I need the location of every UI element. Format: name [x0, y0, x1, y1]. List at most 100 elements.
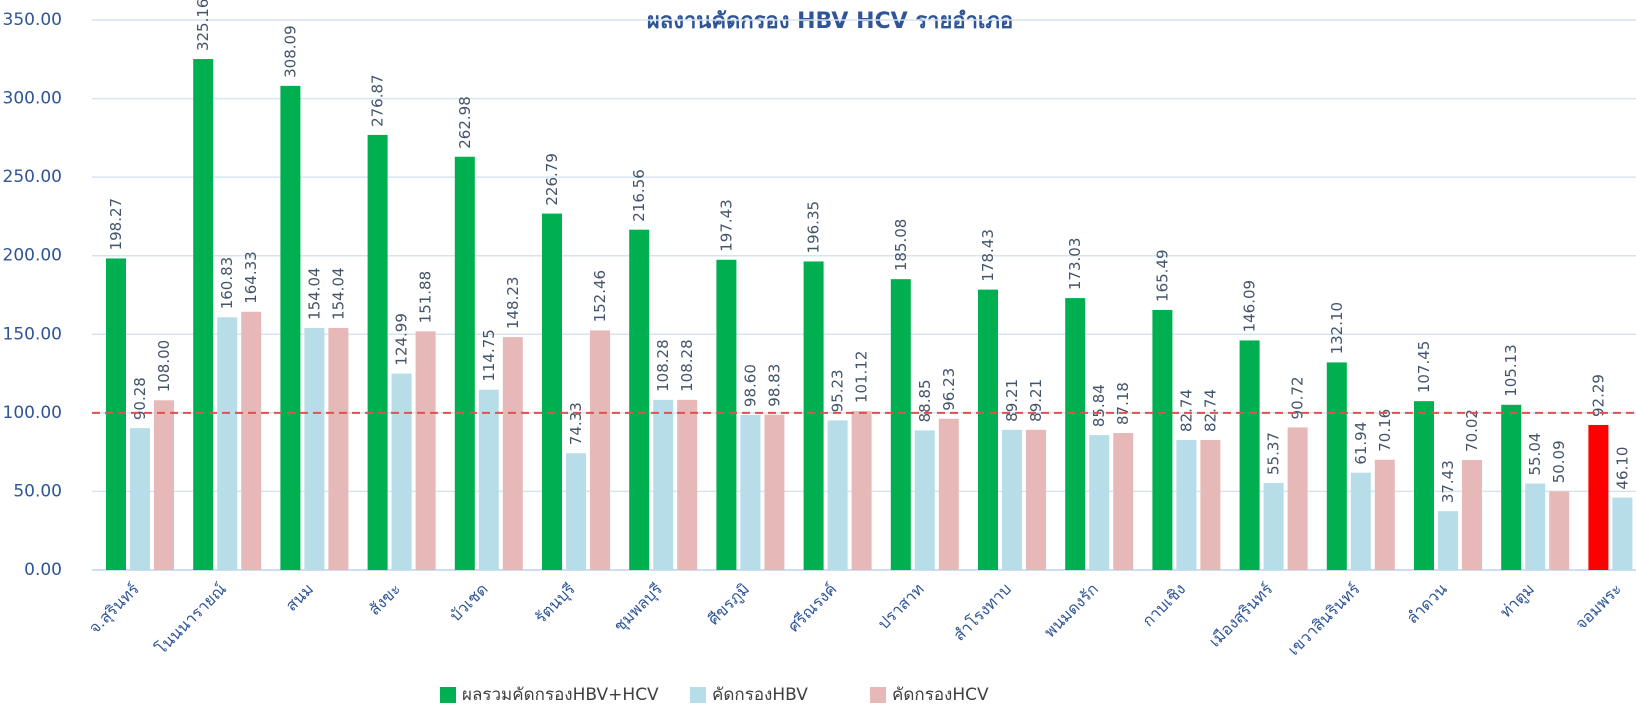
- value-label: 96.23: [940, 368, 958, 411]
- value-label: 82.74: [1177, 389, 1195, 432]
- value-label: 85.84: [1090, 384, 1108, 427]
- bar: [130, 428, 150, 570]
- value-label: 55.37: [1265, 432, 1283, 475]
- bar: [1612, 497, 1633, 570]
- y-tick-label: 0.00: [24, 560, 62, 580]
- value-label: 82.74: [1201, 389, 1219, 432]
- bar: [1065, 298, 1086, 570]
- bar: [1374, 459, 1395, 570]
- bar: [803, 261, 824, 570]
- value-label: 70.02: [1463, 409, 1481, 452]
- value-label: 90.28: [131, 377, 149, 420]
- bar: [1326, 362, 1347, 570]
- bar: [740, 415, 761, 570]
- value-label: 46.10: [1613, 447, 1631, 490]
- value-label: 124.99: [393, 313, 411, 366]
- bar: [653, 399, 674, 570]
- value-label: 61.94: [1352, 422, 1370, 465]
- bar: [1588, 424, 1609, 570]
- value-label: 95.23: [829, 369, 847, 412]
- value-label: 132.10: [1328, 302, 1346, 355]
- bar: [938, 418, 959, 570]
- bar: [304, 327, 325, 570]
- bar: [415, 331, 436, 570]
- value-label: 74.33: [567, 402, 585, 445]
- value-label: 154.04: [305, 267, 323, 320]
- bar: [914, 430, 935, 570]
- bar: [629, 229, 650, 571]
- y-tick-label: 200.00: [3, 246, 62, 266]
- value-label: 173.03: [1066, 238, 1084, 291]
- bar: [1414, 401, 1434, 570]
- value-label: 70.16: [1376, 409, 1394, 452]
- value-label: 148.23: [504, 277, 522, 330]
- x-tick-label: เขวาสินรินทร์: [1284, 579, 1364, 659]
- value-label: 160.83: [218, 257, 236, 310]
- value-label: 152.46: [591, 270, 609, 323]
- value-label: 262.98: [456, 96, 474, 149]
- bar: [764, 414, 785, 570]
- legend-swatch: [870, 687, 886, 703]
- legend-swatch: [690, 687, 706, 703]
- bar: [716, 259, 737, 570]
- bar: [367, 134, 388, 570]
- y-tick-label: 100.00: [3, 403, 62, 423]
- value-label: 89.21: [1003, 379, 1021, 422]
- x-tick-label: ศรีณรงค์: [784, 579, 840, 635]
- bar: [478, 389, 499, 570]
- bar: [1501, 404, 1522, 570]
- bar: [978, 289, 998, 570]
- x-tick-label: จอมพระ: [1571, 579, 1625, 633]
- bar: [1525, 483, 1546, 570]
- value-label: 88.85: [916, 379, 934, 422]
- x-tick-label: บัวเชด: [446, 579, 492, 625]
- value-label: 89.21: [1027, 379, 1045, 422]
- x-tick-label: สนม: [282, 579, 318, 615]
- value-label: 146.09: [1241, 280, 1259, 333]
- value-label: 178.43: [979, 229, 997, 282]
- x-tick-label: ท่าตูม: [1496, 579, 1539, 622]
- value-label: 108.28: [678, 339, 696, 392]
- bar: [851, 411, 872, 570]
- bar: [1176, 439, 1197, 570]
- bar: [1239, 340, 1260, 570]
- value-label: 196.35: [805, 201, 823, 254]
- value-label: 105.13: [1502, 344, 1520, 397]
- bar: [1549, 491, 1570, 570]
- legend-label: คัดกรองHCV: [892, 685, 989, 705]
- value-label: 216.56: [630, 169, 648, 222]
- value-label: 98.83: [765, 364, 783, 407]
- value-label: 164.33: [242, 251, 260, 304]
- bar: [193, 59, 214, 570]
- value-label: 55.04: [1526, 433, 1544, 476]
- bar: [241, 311, 262, 570]
- value-label: 50.09: [1550, 440, 1568, 483]
- bar: [590, 330, 610, 570]
- value-label: 108.00: [155, 340, 173, 393]
- bar: [391, 373, 412, 570]
- bar: [566, 453, 586, 570]
- value-label: 154.04: [329, 267, 347, 320]
- bar: [890, 279, 911, 570]
- x-tick-label: สังขะ: [365, 579, 405, 619]
- value-label: 87.18: [1114, 382, 1132, 425]
- bar: [1002, 429, 1022, 570]
- y-tick-label: 50.00: [13, 481, 62, 501]
- bar: [1438, 511, 1458, 570]
- value-label: 276.87: [369, 74, 387, 127]
- value-label: 114.75: [480, 329, 498, 382]
- bar: [542, 213, 562, 570]
- bar: [1263, 482, 1284, 570]
- bar: [1350, 472, 1371, 570]
- bar: [154, 400, 174, 570]
- value-label: 92.29: [1589, 374, 1607, 417]
- value-label: 185.08: [892, 219, 910, 272]
- legend-label: คัดกรองHBV: [712, 685, 808, 705]
- x-tick-label: เมืองสุรินทร์: [1205, 579, 1277, 651]
- value-label: 98.60: [741, 364, 759, 407]
- value-label: 308.09: [281, 25, 299, 78]
- bar: [1152, 309, 1173, 570]
- bar: [1200, 439, 1221, 570]
- value-label: 165.49: [1153, 249, 1171, 302]
